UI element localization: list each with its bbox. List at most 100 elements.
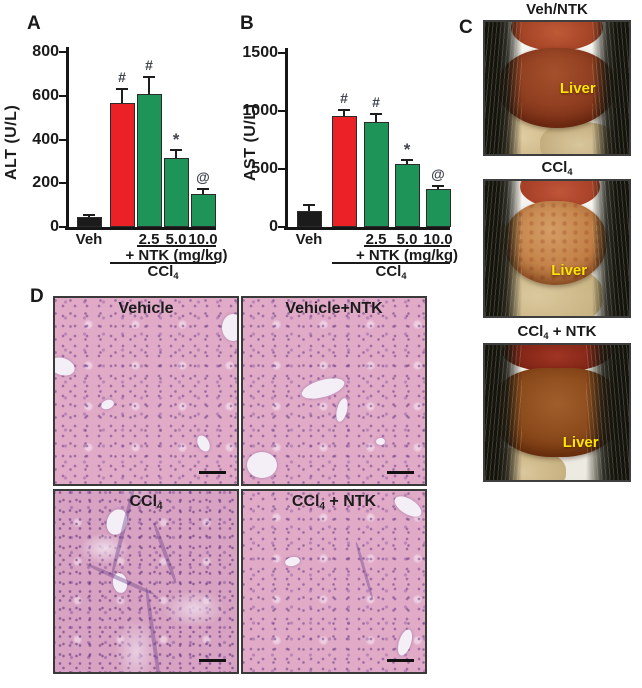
photo-ccl4-liver: Liver	[483, 179, 631, 318]
error-bar-cap	[303, 204, 315, 207]
chest-tissue	[510, 22, 604, 52]
error-bar	[343, 108, 345, 117]
scale-bar	[199, 659, 226, 662]
photo-title-veh-ntk: Veh/NTK	[483, 2, 631, 22]
bar-10.0	[425, 188, 451, 227]
bar-2.5	[363, 122, 389, 227]
y-tick-label: 0	[269, 218, 278, 235]
alt-bar-chart: 0 200 400 600 800 ALT (U/L) Veh # #2.5 * 5.0 @10.0 +…	[0, 0, 642, 290]
blood-vessel	[299, 374, 347, 403]
panel-c-label: C	[459, 17, 473, 38]
group-label-ccl4: CCl4	[375, 263, 407, 281]
fur-left	[485, 345, 523, 480]
scale-bar	[199, 471, 226, 474]
fibrotic-vein	[152, 522, 178, 584]
liver-annotation: Liver	[551, 262, 588, 279]
blood-vessel	[55, 354, 77, 379]
scale-bar	[387, 659, 414, 662]
group-underline-ccl4	[110, 262, 216, 264]
photo-title-ccl4: CCl4	[483, 160, 631, 180]
photo-title-ccl4-ntk: CCl4 + NTK	[483, 324, 631, 344]
x-tick-label: Veh	[75, 231, 103, 248]
error-bar	[202, 187, 204, 195]
y-tick	[278, 52, 286, 54]
photo-ccl4-ntk-liver: Liver	[483, 343, 631, 482]
photo-veh-ntk-liver: Liver	[483, 20, 631, 156]
histology-title-text: CCl	[291, 493, 320, 510]
blood-vessel	[334, 397, 350, 423]
bar-5.0	[163, 158, 189, 227]
histology-title-sub: 4	[157, 500, 163, 512]
photo-title-text: CCl	[541, 159, 568, 176]
error-bar	[148, 76, 150, 94]
photo-title-text: Veh/NTK	[526, 1, 588, 18]
y-tick	[59, 138, 67, 141]
error-bar-cap	[432, 184, 444, 187]
significance-marker: *	[172, 130, 180, 150]
photo-title-sub: 4	[543, 330, 549, 341]
x-tick-label: 5.0	[165, 231, 187, 248]
blood-vessel	[247, 452, 277, 478]
histology-title-text: CCl	[129, 493, 158, 510]
error-bar-cap	[83, 213, 95, 216]
group-underline-ccl4	[332, 262, 450, 264]
y-tick	[59, 226, 67, 228]
error-bar	[121, 88, 123, 104]
ast-bar-chart: 0 500 1000 1500 AST (U/L) Veh # #2.5 * 5.0 @10.0 + …	[0, 0, 642, 290]
error-bar-cap	[338, 108, 350, 111]
histology-title: CCl4 + NTK	[243, 493, 425, 512]
error-bar	[375, 113, 377, 122]
y-tick-label: 800	[32, 43, 59, 60]
y-axis	[66, 47, 69, 230]
significance-marker: *	[403, 139, 411, 159]
significance-marker: #	[372, 94, 380, 111]
blood-vessel	[395, 627, 415, 658]
liver-annotation: Liver	[559, 80, 596, 98]
histology-vehicle: Vehicle	[53, 296, 239, 486]
significance-marker: @	[196, 168, 210, 185]
y-axis	[285, 48, 288, 230]
panel-b-label: B	[240, 13, 254, 34]
error-bar	[175, 149, 177, 159]
y-tick	[278, 110, 286, 112]
y-tick	[278, 226, 286, 228]
error-bar-cap	[143, 76, 155, 79]
bar-Veh	[76, 217, 102, 227]
group-underline-ntk	[364, 245, 450, 247]
histology-vehicle-ntk: Vehicle+NTK	[241, 296, 427, 486]
error-bar-cap	[401, 158, 413, 161]
significance-marker: #	[118, 69, 126, 86]
histology-title: Vehicle	[55, 300, 237, 319]
y-tick-label: 600	[32, 86, 59, 104]
photo-title-sub: 4	[567, 166, 573, 177]
y-tick-label: 1500	[242, 44, 278, 61]
error-bar	[308, 204, 310, 211]
histology-title-sub: 4	[319, 500, 325, 512]
histology-ccl4-ntk: CCl4 + NTK	[241, 489, 427, 674]
error-bar-cap	[116, 88, 128, 91]
histology-title-text: Vehicle+NTK	[285, 300, 383, 317]
x-axis	[284, 227, 450, 230]
x-tick-label: 2.5	[365, 231, 387, 248]
histology-title-post: + NTK	[324, 493, 377, 510]
error-bar-cap	[370, 113, 382, 116]
panel-a-label: A	[27, 13, 41, 34]
blood-vessel	[376, 438, 385, 445]
histology-ccl4: CCl4	[53, 489, 239, 674]
group-label-ntk: + NTK (mg/kg)	[355, 247, 459, 264]
fur-right	[591, 181, 629, 316]
significance-marker: #	[340, 89, 348, 106]
y-tick	[59, 51, 67, 53]
histology-title-text: Vehicle	[118, 300, 174, 317]
fur-left	[485, 22, 523, 154]
group-label-ccl4: CCl4	[147, 263, 179, 281]
error-bar	[406, 158, 408, 164]
x-tick-label: 2.5	[138, 231, 160, 248]
blood-vessel	[194, 433, 213, 454]
error-bar-cap	[170, 149, 182, 152]
group-label-ntk: + NTK (mg/kg)	[125, 247, 228, 264]
photo-title-text: CCl	[517, 323, 544, 340]
error-bar-cap	[197, 187, 209, 190]
y-tick	[278, 168, 286, 170]
